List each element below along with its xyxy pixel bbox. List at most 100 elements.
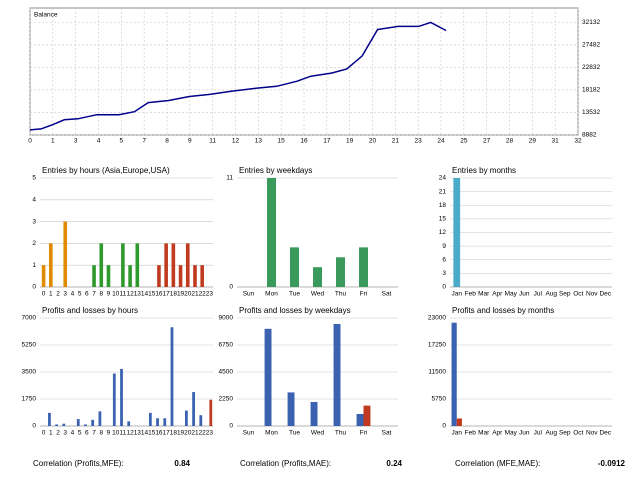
x-tick-label: May (505, 430, 518, 437)
chart-title: Entries by weekdays (239, 166, 312, 175)
bar (290, 247, 299, 287)
y-tick-label: 21 (439, 188, 447, 195)
y-tick-label: 24 (439, 175, 447, 182)
chart-title: Entries by hours (Asia,Europe,USA) (42, 166, 170, 175)
bar (456, 418, 462, 426)
y-tick-label: 3 (442, 270, 446, 277)
x-tick-label: 5 (78, 291, 82, 298)
correlation-value: 0.84 (174, 459, 190, 468)
bar (310, 402, 318, 426)
x-tick-label: 23 (206, 291, 214, 298)
bar (287, 392, 295, 426)
y-tick-label: 5250 (22, 342, 37, 349)
x-tick-label: Jul (534, 291, 543, 298)
x-tick-label: Wed (311, 430, 325, 437)
y-tick-label: 3 (32, 218, 36, 225)
x-tick-label: 16 (300, 138, 308, 145)
x-tick-label: Sun (243, 430, 255, 437)
bar (193, 265, 197, 287)
correlation-label: Correlation (Profits,MFE): (33, 459, 124, 468)
x-tick-label: 14 (141, 291, 149, 298)
x-tick-label: 0 (42, 430, 46, 437)
x-tick-label: 8 (99, 291, 103, 298)
x-tick-label: 17 (323, 138, 331, 145)
x-tick-label: 12 (126, 291, 134, 298)
bar (55, 424, 59, 426)
x-tick-label: Apr (492, 430, 503, 437)
x-tick-label: Aug (545, 430, 557, 437)
bar (63, 221, 68, 287)
y-tick-label: 0 (442, 423, 446, 430)
x-tick-label: May (505, 291, 518, 298)
x-tick-label: 29 (529, 138, 537, 145)
bar (148, 412, 152, 426)
x-tick-label: 7 (142, 138, 146, 145)
x-tick-label: 7 (92, 430, 96, 437)
y-tick-label: 9 (442, 243, 446, 250)
x-tick-label: Tue (289, 291, 300, 298)
y-tick-label: 32132 (582, 19, 600, 26)
bar (128, 265, 132, 287)
bar (84, 424, 87, 426)
y-tick-label: 0 (229, 423, 233, 430)
x-tick-label: 11 (120, 430, 127, 437)
x-tick-label: 8 (165, 138, 169, 145)
x-tick-label: 11 (120, 291, 127, 298)
x-tick-label: Jun (519, 291, 530, 298)
x-tick-label: Fri (360, 291, 368, 298)
x-tick-label: 5 (78, 430, 82, 437)
bar (453, 178, 461, 287)
x-tick-label: 2 (56, 291, 60, 298)
x-tick-label: 13 (134, 430, 142, 437)
x-tick-label: 6 (85, 291, 89, 298)
x-tick-label: 13 (134, 291, 142, 298)
bar (41, 265, 46, 287)
y-tick-label: 1750 (22, 396, 37, 403)
bar (356, 414, 364, 426)
x-tick-label: Jan (452, 430, 463, 437)
x-tick-label: 12 (232, 138, 240, 145)
x-tick-label: 17 (163, 430, 171, 437)
y-tick-label: 23000 (428, 315, 446, 322)
bar (184, 410, 188, 426)
bar (171, 243, 176, 287)
bar (76, 419, 80, 426)
bar (120, 368, 123, 426)
bar (112, 373, 116, 426)
x-tick-label: Sun (243, 291, 255, 298)
y-tick-label: 8882 (582, 132, 597, 139)
chart-title: Profits and losses by months (452, 306, 554, 315)
x-tick-label: 19 (177, 430, 185, 437)
x-tick-label: Mar (478, 430, 490, 437)
x-tick-label: Wed (311, 291, 325, 298)
y-tick-label: 5 (32, 175, 36, 182)
x-tick-label: 21 (392, 138, 400, 145)
x-tick-label: Nov (586, 430, 598, 437)
bar (267, 178, 276, 287)
correlation-label: Correlation (Profits,MAE): (240, 459, 331, 468)
x-tick-label: Oct (573, 291, 583, 298)
bar (164, 243, 168, 287)
y-tick-label: 15 (439, 216, 447, 223)
x-tick-label: Jun (519, 430, 530, 437)
x-tick-label: 3 (74, 138, 78, 145)
x-tick-label: 17 (163, 291, 171, 298)
chart-title: Profits and losses by hours (42, 306, 138, 315)
bar (48, 412, 51, 426)
x-tick-label: Tue (289, 430, 300, 437)
x-tick-label: 20 (184, 430, 192, 437)
x-tick-label: 23 (206, 430, 214, 437)
x-tick-label: Nov (586, 291, 598, 298)
y-tick-label: 0 (442, 284, 446, 291)
x-tick-label: 3 (63, 291, 67, 298)
x-tick-label: Sep (559, 291, 571, 298)
bar (99, 243, 104, 287)
bar (363, 405, 371, 426)
x-tick-label: Jan (452, 291, 463, 298)
x-tick-label: Dec (599, 291, 611, 298)
chart-title: Balance (34, 12, 58, 19)
bar (264, 328, 272, 426)
y-tick-label: 2250 (219, 396, 234, 403)
